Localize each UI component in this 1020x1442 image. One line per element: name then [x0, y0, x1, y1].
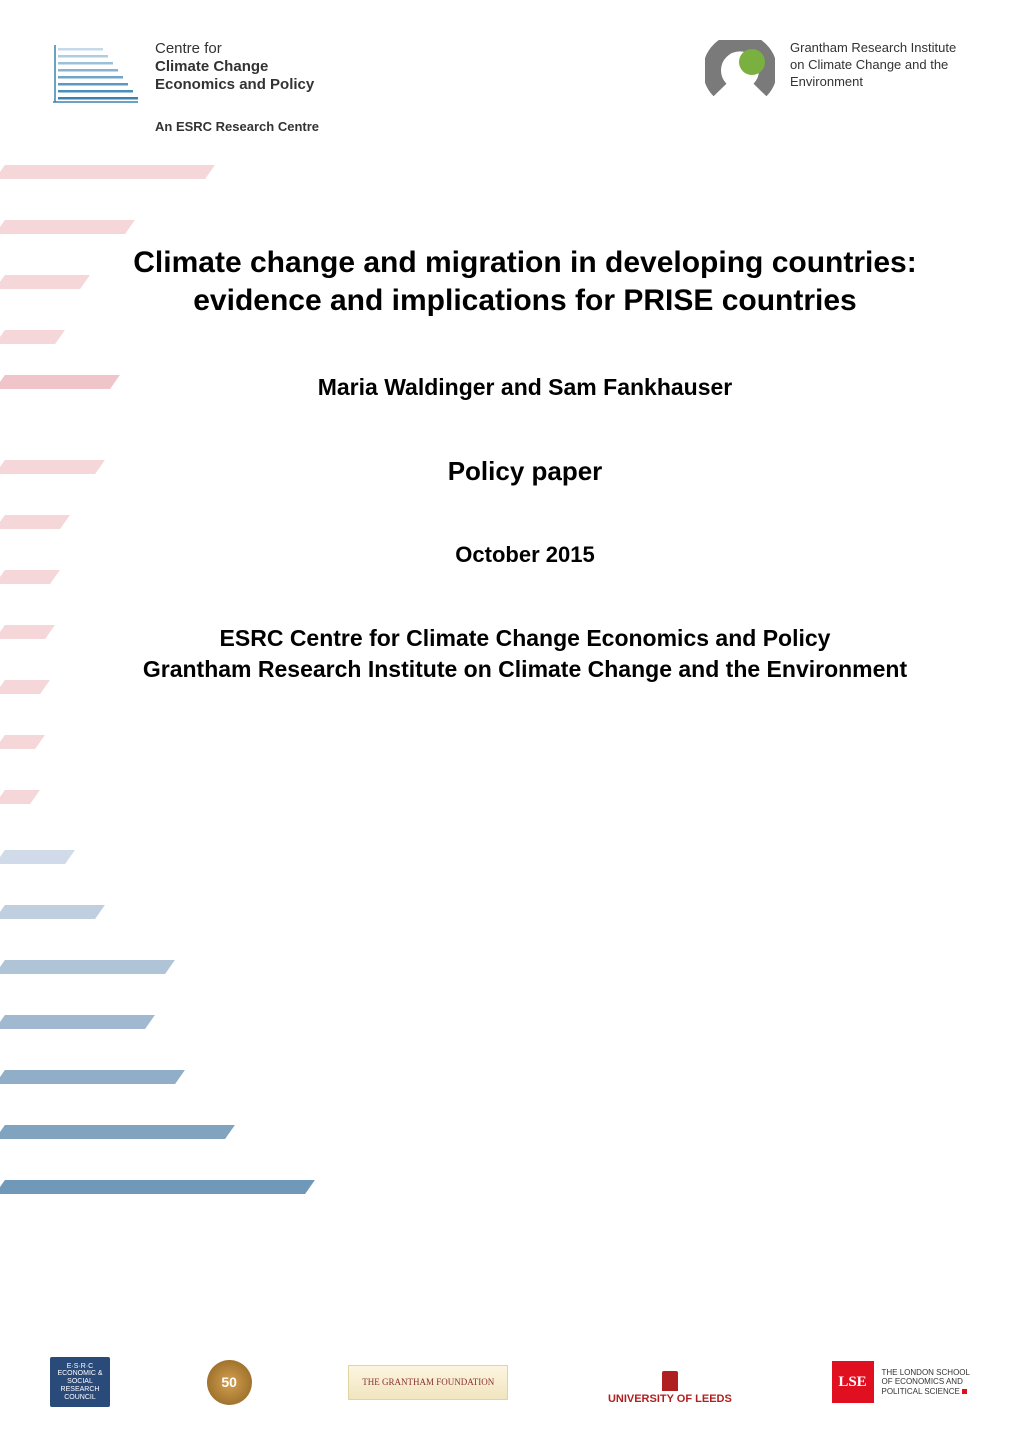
institution-2: Grantham Research Institute on Climate C… — [110, 654, 940, 685]
lse-logo: LSE THE LONDON SCHOOL OF ECONOMICS AND P… — [832, 1357, 970, 1407]
cccep-line2: Climate Change — [155, 58, 268, 75]
grantham-logo-icon — [705, 40, 775, 100]
lse-line3: POLITICAL SCIENCE — [882, 1387, 960, 1396]
grantham-foundation-text: THE GRANTHAM FOUNDATION — [348, 1365, 508, 1400]
lse-line1: THE LONDON SCHOOL — [882, 1368, 970, 1377]
publication-date: October 2015 — [110, 542, 940, 568]
esrc-badge-text: E·S·R·C ECONOMIC & SOCIAL RESEARCH COUNC… — [50, 1357, 110, 1407]
paper-authors: Maria Waldinger and Sam Fankhauser — [110, 374, 940, 401]
grantham-foundation-logo: THE GRANTHAM FOUNDATION — [348, 1357, 508, 1407]
fifty-anniversary-logo: 50 — [207, 1357, 252, 1407]
lse-full-name: THE LONDON SCHOOL OF ECONOMICS AND POLIT… — [882, 1368, 970, 1397]
paper-title: Climate change and migration in developi… — [110, 244, 940, 319]
cccep-line1: Centre for — [155, 40, 222, 57]
decorative-blue-bars — [0, 850, 420, 1200]
leeds-text: UNIVERSITY OF LEEDS — [608, 1393, 732, 1405]
grantham-institute-name: Grantham Research Institute on Climate C… — [790, 40, 970, 91]
university-of-leeds-logo: UNIVERSITY OF LEEDS — [605, 1357, 735, 1407]
institution-1: ESRC Centre for Climate Change Economics… — [110, 623, 940, 654]
document-type: Policy paper — [110, 456, 940, 487]
cccep-title: Centre for Climate Change Economics and … — [155, 40, 319, 94]
esrc-tagline: An ESRC Research Centre — [155, 119, 319, 134]
lse-line2: OF ECONOMICS AND — [882, 1377, 963, 1386]
cccep-logo-icon — [50, 40, 140, 110]
esrc-logo: E·S·R·C ECONOMIC & SOCIAL RESEARCH COUNC… — [50, 1357, 110, 1407]
leeds-tower-icon — [662, 1371, 678, 1391]
lse-badge: LSE — [832, 1361, 874, 1403]
cccep-line3: Economics and Policy — [155, 76, 314, 93]
fifty-badge: 50 — [207, 1360, 252, 1405]
